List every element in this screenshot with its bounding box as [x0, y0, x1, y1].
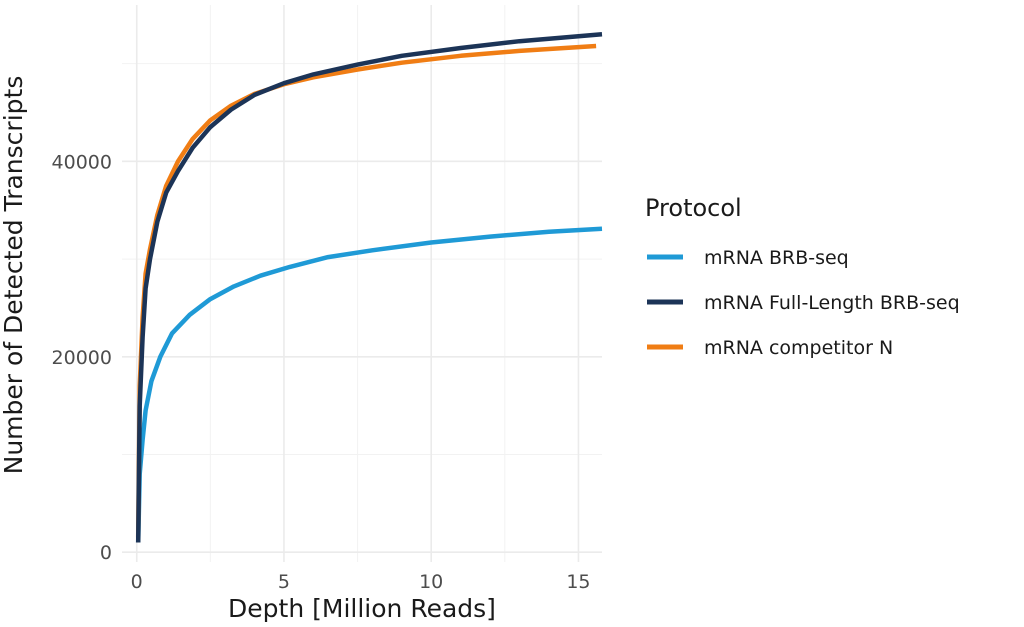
series-line-2 — [135, 32, 603, 543]
legend-title: Protocol — [645, 194, 742, 222]
x-axis-title: Depth [Million Reads] — [228, 594, 496, 623]
plot-panel — [122, 5, 603, 562]
legend-items: mRNA BRB-seq mRNA Full-Length BRB-seq mRNA… — [647, 247, 960, 359]
x-tick-label: 0 — [131, 571, 143, 593]
legend-label: mRNA BRB-seq — [704, 247, 849, 269]
legend-label: mRNA competitor N — [704, 337, 893, 359]
series-line-3 — [135, 43, 597, 538]
series-line-1 — [135, 226, 603, 543]
y-axis-ticks: 0 20000 40000 — [52, 151, 112, 564]
x-axis-ticks: 0 5 10 15 — [131, 571, 591, 593]
x-tick-label: 10 — [419, 571, 443, 593]
grid — [122, 5, 602, 562]
legend-label: mRNA Full-Length BRB-seq — [704, 292, 960, 314]
y-axis-title: Number of Detected Transcripts — [0, 76, 28, 475]
y-tick-label: 40000 — [52, 151, 112, 173]
x-tick-label: 15 — [566, 571, 590, 593]
y-tick-label: 0 — [100, 542, 112, 564]
series-lines — [135, 32, 603, 543]
x-tick-label: 5 — [278, 571, 290, 593]
legend: Protocol mRNA BRB-seq mRNA Full-Length BR… — [645, 194, 960, 359]
y-tick-label: 20000 — [52, 347, 112, 369]
